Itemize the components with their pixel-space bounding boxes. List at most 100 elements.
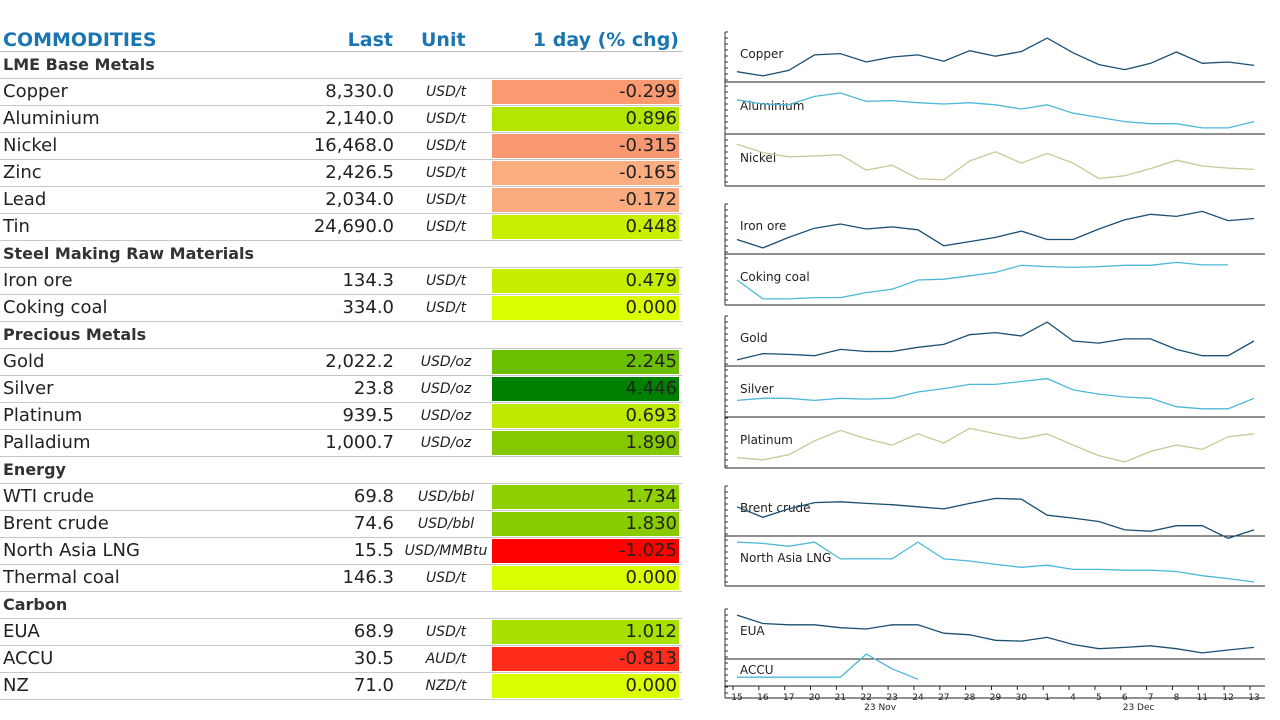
x-tick-label: 20 [809, 693, 821, 703]
change-cell: -0.299 [492, 80, 679, 104]
panel-label: ACCU [740, 663, 774, 677]
panel-label: Iron ore [740, 219, 786, 233]
change-value: -1.025 [618, 540, 677, 561]
change-value: 1.830 [625, 513, 677, 534]
commodity-name: Iron ore [3, 270, 73, 291]
change-value: 0.896 [625, 108, 677, 129]
change-value: -0.315 [618, 135, 677, 156]
panel-north-asia-lng: North Asia LNG [725, 541, 1265, 587]
commodity-name: WTI crude [3, 486, 95, 507]
x-tick-label: 29 [990, 693, 1002, 703]
sparkline-panels: Copper Aluminium Nickel Iron ore Coking coal… [720, 28, 1280, 720]
price-unit: AUD/t [425, 651, 467, 667]
last-price: 23.8 [353, 378, 394, 399]
change-cell: 2.245 [492, 350, 679, 374]
price-unit: USD/oz [420, 435, 472, 451]
change-cell: -0.165 [492, 161, 679, 185]
change-cell: 0.693 [492, 404, 679, 428]
series-line [736, 541, 1255, 583]
commodity-name: Zinc [3, 162, 42, 183]
commodity-name: Platinum [3, 405, 83, 426]
table-row: North Asia LNG 15.5 USD/MMBtu -1.025 [0, 538, 682, 565]
price-unit: NZD/t [425, 678, 467, 694]
panel-label: Platinum [740, 433, 793, 447]
change-value: 1.012 [625, 621, 677, 642]
series-line [736, 143, 1255, 181]
table-row: Brent crude 74.6 USD/bbl 1.830 [0, 511, 682, 538]
last-price: 939.5 [342, 405, 394, 426]
x-tick-label: 27 [938, 693, 949, 703]
section-header: Precious Metals [0, 322, 682, 349]
commodity-name: Tin [3, 216, 30, 237]
last-price: 2,034.0 [325, 189, 394, 210]
change-cell: -1.025 [492, 539, 679, 563]
price-unit: USD/t [425, 570, 467, 586]
last-price: 30.5 [353, 648, 394, 669]
x-tick-label: 8 [1174, 693, 1180, 703]
price-unit: USD/oz [420, 354, 472, 370]
section-title: Energy [3, 460, 66, 479]
change-value: 0.479 [625, 270, 677, 291]
change-cell: 0.000 [492, 296, 679, 320]
x-tick-label: 1 [1044, 693, 1050, 703]
header-unit: Unit [421, 29, 466, 51]
commodity-name: Thermal coal [3, 567, 120, 588]
change-value: -0.813 [618, 648, 677, 669]
change-value: -0.299 [618, 81, 677, 102]
series-line [736, 321, 1255, 361]
commodity-name: Aluminium [3, 108, 100, 129]
table-body: LME Base Metals Copper 8,330.0 USD/t -0.299 A… [0, 52, 682, 700]
panel-label: Aluminium [740, 99, 804, 113]
price-unit: USD/t [425, 111, 467, 127]
table-row: Thermal coal 146.3 USD/t 0.000 [0, 565, 682, 592]
change-value: 2.245 [625, 351, 677, 372]
change-value: 0.448 [625, 216, 677, 237]
last-price: 74.6 [353, 513, 394, 534]
table-row: Nickel 16,468.0 USD/t -0.315 [0, 133, 682, 160]
series-line [736, 497, 1255, 539]
series-line [736, 37, 1255, 77]
table-row: EUA 68.9 USD/t 1.012 [0, 619, 682, 646]
section-header: Steel Making Raw Materials [0, 241, 682, 268]
panel-label: North Asia LNG [740, 551, 831, 565]
commodity-name: North Asia LNG [3, 540, 140, 561]
panel-label: Nickel [740, 151, 776, 165]
table-header: COMMODITIES Last Unit 1 day (% chg) [0, 26, 682, 52]
series-line [736, 614, 1255, 654]
panel-label: Copper [740, 47, 783, 61]
last-price: 71.0 [353, 675, 394, 696]
last-price: 8,330.0 [325, 81, 394, 102]
last-price: 68.9 [353, 621, 394, 642]
series-line [736, 210, 1255, 249]
price-unit: USD/t [425, 300, 467, 316]
commodity-name: Palladium [3, 432, 91, 453]
section-title: Carbon [3, 595, 68, 614]
table-row: Gold 2,022.2 USD/oz 2.245 [0, 349, 682, 376]
commodity-name: Coking coal [3, 297, 108, 318]
x-tick-label: 23 [886, 693, 897, 703]
panel-label: EUA [740, 624, 765, 638]
x-tick-label: 5 [1096, 693, 1102, 703]
panel-brent-crude: Brent crude [725, 497, 1265, 539]
price-unit: USD/MMBtu [404, 543, 488, 559]
table-row: Platinum 939.5 USD/oz 0.693 [0, 403, 682, 430]
header-commodities: COMMODITIES [3, 29, 157, 51]
x-tick-label: 21 [835, 693, 846, 703]
x-tick-label: 7 [1148, 693, 1154, 703]
panel-iron-ore: Iron ore [725, 210, 1265, 255]
series-line [736, 377, 1255, 410]
change-value: 0.000 [625, 567, 677, 588]
panel-aluminium: Aluminium [725, 92, 1265, 135]
price-unit: USD/t [425, 624, 467, 640]
table-row: Copper 8,330.0 USD/t -0.299 [0, 79, 682, 106]
x-tick-label: 30 [1016, 693, 1028, 703]
commodity-name: Copper [3, 81, 68, 102]
commodity-name: Brent crude [3, 513, 109, 534]
x-month-label: 23 Dec [1123, 703, 1155, 713]
header-1day-chg: 1 day (% chg) [532, 29, 679, 51]
price-unit: USD/bbl [417, 516, 475, 532]
x-tick-label: 12 [1222, 693, 1233, 703]
change-cell: 0.479 [492, 269, 679, 293]
price-unit: USD/oz [420, 381, 472, 397]
table-row: Iron ore 134.3 USD/t 0.479 [0, 268, 682, 295]
